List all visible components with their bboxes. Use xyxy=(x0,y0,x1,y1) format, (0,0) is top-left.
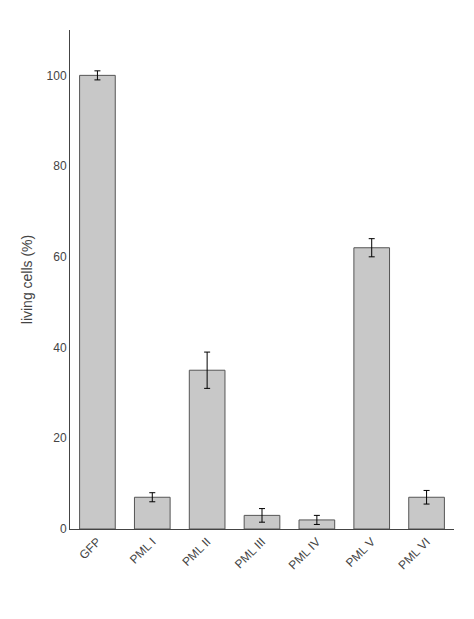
svg-text:PML III: PML III xyxy=(232,535,268,571)
svg-text:PML II: PML II xyxy=(179,535,213,569)
svg-text:40: 40 xyxy=(53,341,67,355)
svg-text:PML IV: PML IV xyxy=(286,535,323,572)
svg-text:60: 60 xyxy=(53,250,67,264)
svg-text:80: 80 xyxy=(53,159,67,173)
svg-text:PML V: PML V xyxy=(343,535,378,570)
svg-text:GFP: GFP xyxy=(76,535,103,562)
svg-text:0: 0 xyxy=(60,522,67,536)
svg-text:20: 20 xyxy=(53,431,67,445)
svg-text:living cells (%): living cells (%) xyxy=(19,235,35,324)
svg-text:100: 100 xyxy=(47,69,67,83)
svg-text:PML VI: PML VI xyxy=(396,535,433,572)
svg-text:PML I: PML I xyxy=(127,535,159,567)
